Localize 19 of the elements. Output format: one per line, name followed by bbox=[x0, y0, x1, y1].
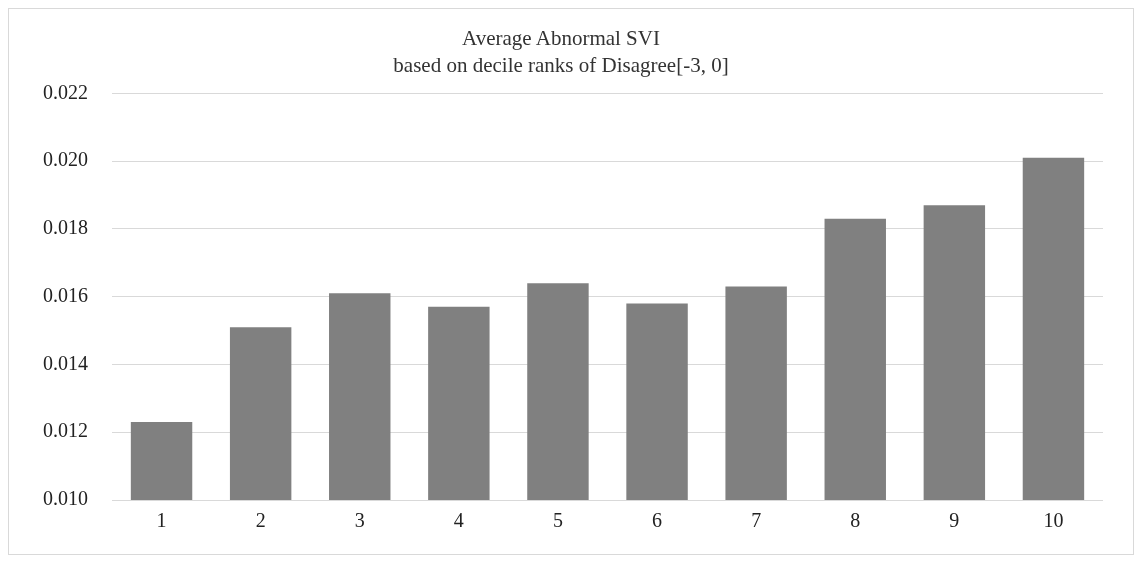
x-tick-label: 7 bbox=[751, 509, 762, 532]
y-tick-label: 0.010 bbox=[43, 487, 88, 510]
y-tick-label: 0.016 bbox=[43, 283, 88, 306]
y-tick-label: 0.014 bbox=[43, 351, 88, 374]
chart-title: Average Abnormal SVI bbox=[462, 26, 660, 51]
y-tick-label: 0.022 bbox=[43, 80, 88, 103]
x-tick-label: 10 bbox=[1043, 509, 1064, 532]
y-tick-label: 0.018 bbox=[43, 216, 88, 239]
y-tick-label: 0.012 bbox=[43, 419, 88, 442]
x-tick-label: 1 bbox=[156, 509, 167, 532]
y-tick-label: 0.020 bbox=[43, 148, 88, 171]
x-tick-label: 2 bbox=[255, 509, 266, 532]
x-tick-label: 3 bbox=[354, 509, 365, 532]
x-tick-label: 6 bbox=[652, 509, 663, 532]
chart-subtitle: based on decile ranks of Disagree[-3, 0] bbox=[393, 53, 729, 78]
x-tick-label: 5 bbox=[552, 509, 563, 532]
x-tick-label: 9 bbox=[949, 509, 960, 532]
x-tick-label: 8 bbox=[850, 509, 861, 532]
x-tick-label: 4 bbox=[453, 509, 464, 532]
